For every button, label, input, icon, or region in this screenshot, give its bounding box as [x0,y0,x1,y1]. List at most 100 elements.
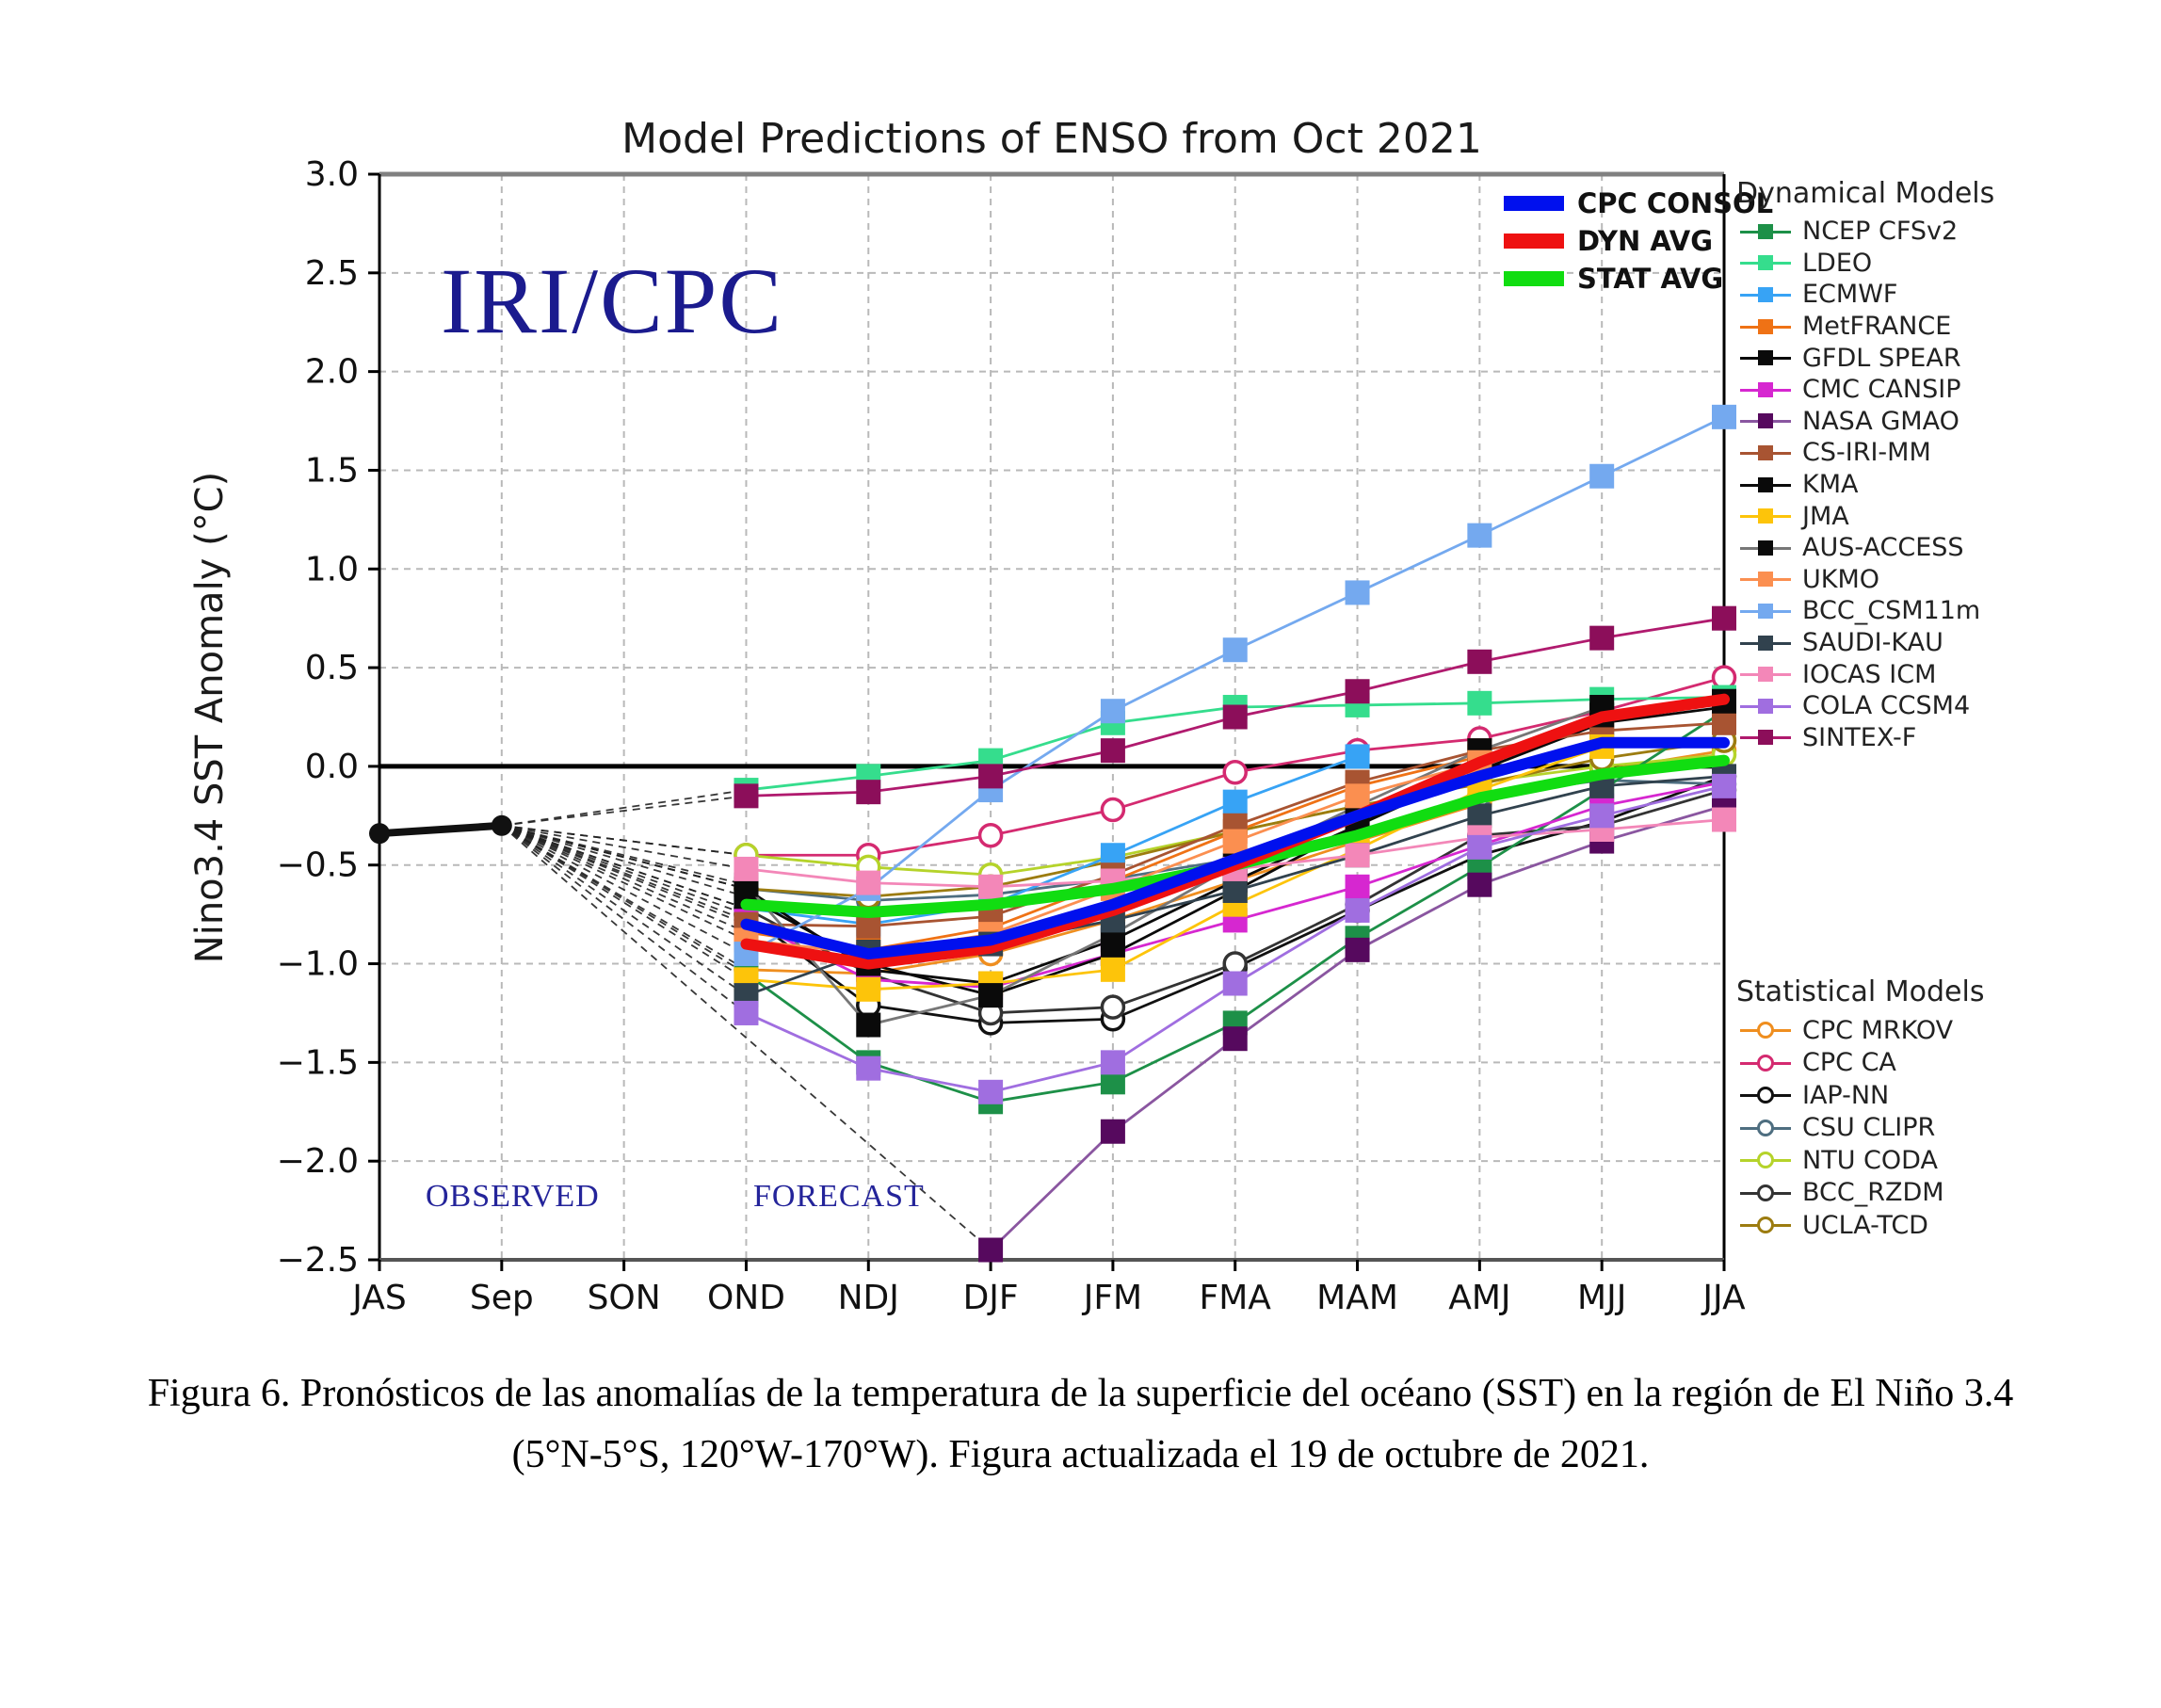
marker-SINTEX-F [978,764,1004,789]
legend-item-ncep-cfsv2: NCEP CFSv2 [1733,216,2156,248]
chart-title: Model Predictions of ENSO from Oct 2021 [621,115,1482,163]
square-swatch-icon [1740,475,1791,494]
marker-COLA CCSM4 [1467,834,1492,860]
y-tick-label: −1.5 [277,1043,359,1082]
y-tick-label: 3.0 [305,155,359,194]
marker-IOCAS ICM [734,856,759,881]
fan-line [501,824,747,926]
marker-SINTEX-F [1589,625,1615,651]
dynamical-line-ECMWF [746,755,1359,927]
dynamical-models-header: Dynamical Models [1736,177,1995,210]
marker-CS-IRI-MM [1712,710,1736,735]
legend-item-ecmwf: ECMWF [1733,279,2156,311]
x-tick-label: OND [707,1279,785,1317]
square-swatch-icon [1740,697,1791,716]
legend-item-metfrance: MetFRANCE [1733,311,2156,343]
legend-label: CPC MRKOV [1802,1015,1954,1045]
y-tick-label: 0.5 [305,649,359,687]
avg-legend-label: STAT AVG [1577,263,1724,295]
marker-SINTEX-F [1345,679,1370,704]
legend-label: SINTEX-F [1802,722,1917,752]
x-tick-label: FMA [1200,1279,1272,1317]
legend-item-cpc-ca: CPC CA [1733,1047,2156,1080]
marker-CPC CA [977,823,1004,848]
square-swatch-icon [1740,507,1791,525]
circle-swatch-icon [1740,1151,1791,1169]
marker-BCC_CSM11m [1345,580,1370,605]
iri-cpc-watermark: IRI/CPC [441,249,784,353]
marker-BCC_CSM11m [1222,637,1248,663]
observed-marker [491,814,512,836]
legend-label: GFDL SPEAR [1802,343,1961,373]
avg-legend-item-cpc-consol: CPC CONSOL [1504,185,1773,222]
legend-item-nasa-gmao: NASA GMAO [1733,406,2156,438]
circle-swatch-icon [1740,1054,1791,1072]
marker-SAUDI-KAU [1467,803,1492,829]
averages-legend: CPC CONSOL DYN AVG STAT AVG [1504,185,1773,298]
marker-NASA GMAO [1467,872,1492,897]
statistical-models-legend: Statistical Models CPC MRKOV CPC CA IAP-NN… [1733,975,2156,1242]
marker-SINTEX-F [1467,649,1492,674]
fan-line [501,795,747,827]
legend-label: UKMO [1802,564,1880,594]
legend-item-saudi-kau: SAUDI-KAU [1733,627,2156,659]
fan-line [501,824,747,915]
legend-label: BCC_RZDM [1802,1178,1944,1208]
marker-SAUDI-KAU [1222,878,1248,903]
marker-AUS-ACCESS [856,1012,881,1038]
square-swatch-icon [1740,253,1791,272]
fan-line [501,825,992,1251]
marker-COLA CCSM4 [734,1000,759,1025]
y-tick-label: 1.0 [305,550,359,588]
legend-label: IOCAS ICM [1802,659,1937,689]
marker-COLA CCSM4 [1589,803,1615,829]
legend-label: JMA [1802,501,1849,531]
marker-CS-IRI-MM [856,913,881,939]
marker-COLA CCSM4 [1100,1050,1125,1075]
legend-item-bcc-csm11m: BCC_CSM11m [1733,595,2156,627]
x-tick-label: MAM [1316,1279,1398,1317]
avg-legend-swatch [1504,196,1564,211]
square-swatch-icon [1740,570,1791,588]
y-tick-label: −2.0 [277,1142,359,1181]
marker-SINTEX-F [1222,704,1248,730]
legend-label: CPC CA [1802,1048,1896,1078]
legend-label: NTU CODA [1802,1145,1938,1175]
forecast-label: FORECAST [753,1179,925,1214]
circle-swatch-icon [1740,1119,1791,1137]
legend-label: UCLA-TCD [1802,1210,1928,1240]
y-tick-label: 2.0 [305,353,359,392]
legend-label: ECMWF [1802,280,1898,310]
marker-BCC_CSM11m [1712,404,1736,429]
circle-swatch-icon [1740,1216,1791,1234]
statistical-models-header: Statistical Models [1736,975,1985,1008]
observed-line [379,821,503,838]
marker-JMA [1100,957,1125,982]
dynamical-models-legend: Dynamical Models NCEP CFSv2 LDEO ECMWF MetF… [1733,177,2156,753]
y-tick-label: 1.5 [305,451,359,490]
fan-line [501,824,747,870]
fan-line [501,824,747,933]
legend-item-bcc-rzdm: BCC_RZDM [1733,1177,2156,1210]
legend-label: MetFRANCE [1802,312,1952,342]
legend-item-ldeo: LDEO [1733,248,2156,280]
square-swatch-icon [1740,634,1791,653]
marker-IOCAS ICM [856,870,881,895]
square-swatch-icon [1740,222,1791,241]
y-axis-label: Nino3.4 SST Anomaly (°C) [188,471,232,964]
legend-item-cpc-mrkov: CPC MRKOV [1733,1014,2156,1047]
legend-label: AUS-ACCESS [1802,533,1964,563]
legend-item-csu-clipr: CSU CLIPR [1733,1112,2156,1145]
marker-SINTEX-F [1100,738,1125,764]
average-line-CPC CONSOL [740,736,1730,960]
marker-CPC CA [1222,759,1248,785]
marker-UKMO [1345,783,1370,809]
legend-label: BCC_CSM11m [1802,596,1981,626]
legend-label: SAUDI-KAU [1802,628,1943,658]
legend-item-iocas-icm: IOCAS ICM [1733,658,2156,690]
fan-line [501,825,747,981]
x-tick-label: JJA [1701,1279,1746,1317]
marker-IOCAS ICM [978,874,1004,899]
fan-line [501,825,747,955]
